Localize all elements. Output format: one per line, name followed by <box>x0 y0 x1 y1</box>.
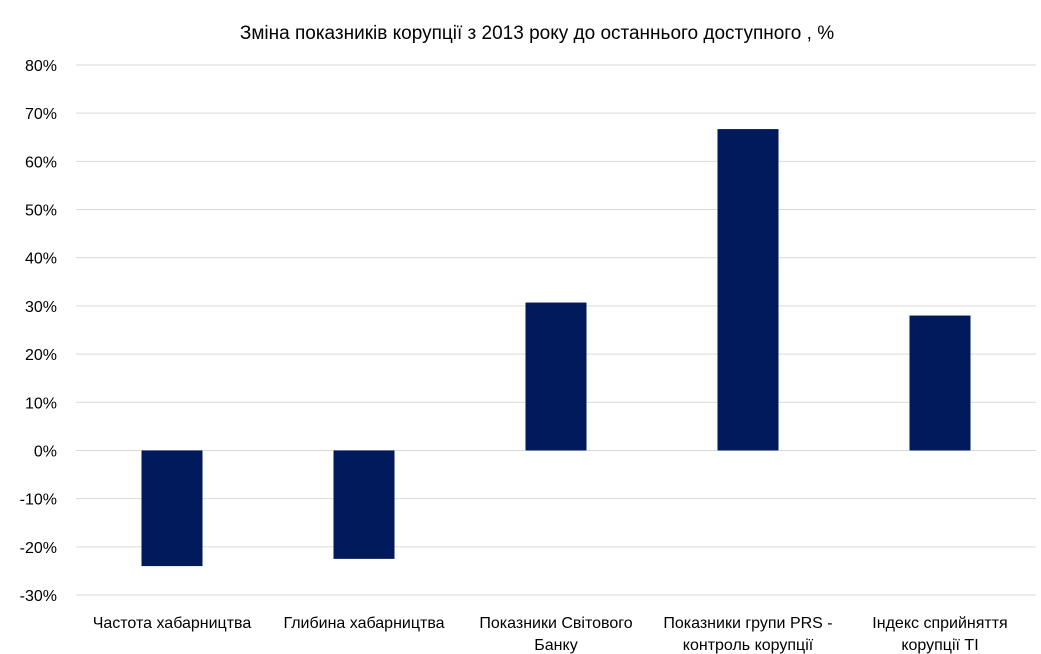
x-category-label: Показники Світового <box>479 615 632 632</box>
y-tick-label: 40% <box>25 251 57 268</box>
y-tick-label: 20% <box>25 347 57 364</box>
y-tick-label: -10% <box>20 492 57 509</box>
bars <box>141 129 971 567</box>
x-category-label: корупції TI <box>901 637 978 654</box>
y-tick-label: 0% <box>34 443 57 460</box>
bar <box>333 450 395 559</box>
x-category-label: Глибина хабарництва <box>283 615 444 632</box>
chart-title: Зміна показників корупції з 2013 року до… <box>240 23 834 44</box>
y-tick-label: -30% <box>20 588 57 605</box>
x-category-label: Індекс сприйняття <box>872 615 1007 632</box>
bar <box>525 302 587 451</box>
y-tick-label: 30% <box>25 299 57 316</box>
bar <box>717 129 779 451</box>
x-category-label: Показники групи PRS - <box>663 615 832 632</box>
y-tick-label: 70% <box>25 106 57 123</box>
y-tick-label: 80% <box>25 58 57 75</box>
y-tick-label: 10% <box>25 395 57 412</box>
y-axis-tick-labels: 80% 70% 60% 50% 40% 30% 20% 10% 0% -10% -20% -30% <box>20 58 57 605</box>
x-axis-category-labels: Частота хабарництва Глибина хабарництва По… <box>93 615 1008 654</box>
x-category-label: Банку <box>534 637 577 654</box>
x-category-label: контроль корупції <box>683 637 814 654</box>
bar <box>909 315 971 451</box>
y-tick-label: 60% <box>25 154 57 171</box>
y-tick-label: -20% <box>20 540 57 557</box>
x-category-label: Частота хабарництва <box>93 615 252 632</box>
bar <box>141 450 203 567</box>
y-tick-label: 50% <box>25 203 57 220</box>
